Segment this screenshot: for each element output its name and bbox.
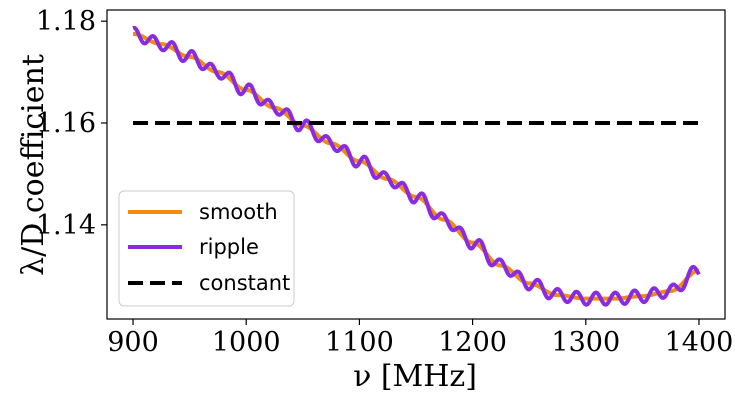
- y-tick-label: 1.14: [36, 210, 96, 241]
- plot-area: [131, 25, 701, 307]
- x-tick-label: 1000: [212, 327, 281, 358]
- y-axis-label: λ/D coefficient: [16, 54, 51, 276]
- series-ripple-line: [131, 25, 701, 307]
- legend-label-ripple: ripple: [199, 235, 259, 259]
- y-tick-label: 1.18: [36, 6, 96, 37]
- x-tick-label: 1300: [551, 327, 620, 358]
- legend-label-constant: constant: [199, 271, 290, 295]
- legend: smooth ripple constant: [118, 190, 295, 307]
- legend-label-smooth: smooth: [199, 200, 278, 224]
- plot-frame: [106, 9, 726, 320]
- y-tick-label: 1.16: [36, 108, 96, 139]
- x-tick-label: 1100: [325, 327, 394, 358]
- legend-box: [118, 190, 295, 307]
- x-axis-label: ν [MHz]: [353, 359, 477, 394]
- x-tick-label: 1200: [438, 327, 507, 358]
- x-tick-label: 1400: [665, 327, 734, 358]
- x-tick-label: 900: [107, 327, 159, 358]
- axes: 900 1000 1100 1200 1300 1400 1.14 1.16 1.18: [36, 6, 733, 358]
